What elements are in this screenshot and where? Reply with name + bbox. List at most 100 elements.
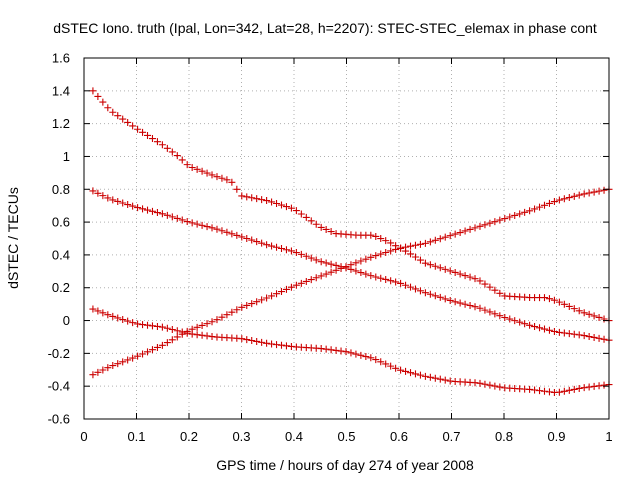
- data-point-marker: [402, 281, 410, 289]
- data-point-marker: [590, 188, 598, 196]
- data-point-marker: [253, 298, 261, 306]
- data-point-marker: [600, 186, 608, 194]
- data-point-marker: [114, 360, 122, 368]
- data-point-marker: [134, 204, 142, 212]
- data-point-marker: [357, 269, 365, 277]
- data-point-marker: [426, 290, 434, 298]
- data-point-marker: [486, 219, 494, 227]
- series-1: [89, 87, 613, 325]
- data-point-marker: [357, 351, 365, 359]
- data-point-marker: [575, 307, 583, 315]
- data-point-marker: [258, 196, 266, 204]
- data-point-marker: [228, 308, 236, 316]
- data-point-marker: [119, 199, 127, 207]
- series-4: [89, 185, 613, 379]
- data-point-marker: [273, 341, 281, 349]
- data-point-marker: [322, 259, 330, 267]
- data-point-marker: [173, 214, 181, 222]
- data-point-marker: [466, 301, 474, 309]
- data-point-marker: [233, 231, 241, 239]
- data-point-marker: [526, 321, 534, 329]
- data-point-marker: [372, 252, 380, 260]
- data-point-marker: [99, 366, 107, 374]
- data-point-marker: [595, 313, 603, 321]
- data-point-marker: [158, 210, 166, 218]
- data-point-marker: [287, 204, 295, 212]
- data-point-marker: [600, 315, 608, 323]
- data-point-marker: [461, 227, 469, 235]
- data-point-marker: [580, 309, 588, 317]
- data-point-marker: [456, 270, 464, 278]
- data-point-marker: [148, 207, 156, 215]
- data-point-marker: [218, 174, 226, 182]
- y-tick-label: -0.6: [48, 412, 70, 427]
- data-point-marker: [471, 379, 479, 387]
- data-point-marker: [248, 300, 256, 308]
- data-point-marker: [307, 254, 315, 262]
- data-point-marker: [555, 388, 563, 396]
- data-point-marker: [139, 128, 147, 136]
- data-point-marker: [560, 195, 568, 203]
- data-point-marker: [218, 227, 226, 235]
- data-point-marker: [193, 331, 201, 339]
- data-point-marker: [565, 194, 573, 202]
- data-point-marker: [134, 125, 142, 133]
- data-point-marker: [203, 320, 211, 328]
- data-point-marker: [297, 250, 305, 258]
- data-point-marker: [253, 337, 261, 345]
- data-point-marker: [124, 118, 132, 126]
- data-point-marker: [446, 232, 454, 240]
- data-point-marker: [575, 191, 583, 199]
- data-point-marker: [342, 348, 350, 356]
- data-point-marker: [89, 305, 97, 313]
- data-point-marker: [540, 201, 548, 209]
- data-point-marker: [590, 382, 598, 390]
- data-point-marker: [565, 386, 573, 394]
- y-axis-label: dSTEC / TECUs: [5, 187, 21, 289]
- data-point-marker: [94, 307, 102, 315]
- data-point-marker: [516, 210, 524, 218]
- data-point-marker: [471, 275, 479, 283]
- data-point-marker: [387, 239, 395, 247]
- data-point-marker: [134, 352, 142, 360]
- data-point-marker: [550, 198, 558, 206]
- data-point-marker: [595, 334, 603, 342]
- data-point-marker: [367, 253, 375, 261]
- data-point-marker: [570, 330, 578, 338]
- data-point-marker: [411, 241, 419, 249]
- data-point-marker: [392, 364, 400, 372]
- data-point-marker: [436, 375, 444, 383]
- data-point-marker: [104, 311, 112, 319]
- data-point-marker: [352, 267, 360, 275]
- data-point-marker: [188, 325, 196, 333]
- data-point-marker: [312, 256, 320, 264]
- data-point-marker: [317, 345, 325, 353]
- chart-title: dSTEC Iono. truth (Ipal, Lon=342, Lat=28…: [53, 20, 597, 36]
- data-point-marker: [407, 369, 415, 377]
- data-point-marker: [273, 243, 281, 251]
- data-point-marker: [203, 223, 211, 231]
- x-tick-label: 1: [605, 429, 612, 444]
- data-point-marker: [302, 252, 310, 260]
- data-point-marker: [481, 306, 489, 314]
- data-point-marker: [446, 296, 454, 304]
- data-point-marker: [203, 169, 211, 177]
- y-tick-label: -0.2: [48, 346, 70, 361]
- data-point-marker: [545, 388, 553, 396]
- data-point-marker: [402, 367, 410, 375]
- data-point-marker: [104, 104, 112, 112]
- data-point-marker: [268, 198, 276, 206]
- data-point-marker: [198, 321, 206, 329]
- data-point-marker: [595, 187, 603, 195]
- data-point-marker: [233, 185, 241, 193]
- data-point-marker: [148, 346, 156, 354]
- x-tick-label: 0: [80, 429, 87, 444]
- data-point-marker: [451, 298, 459, 306]
- data-point-marker: [392, 245, 400, 253]
- data-point-marker: [139, 321, 147, 329]
- data-point-marker: [397, 244, 405, 252]
- data-point-marker: [347, 261, 355, 269]
- data-point-marker: [153, 343, 161, 351]
- data-point-marker: [109, 196, 117, 204]
